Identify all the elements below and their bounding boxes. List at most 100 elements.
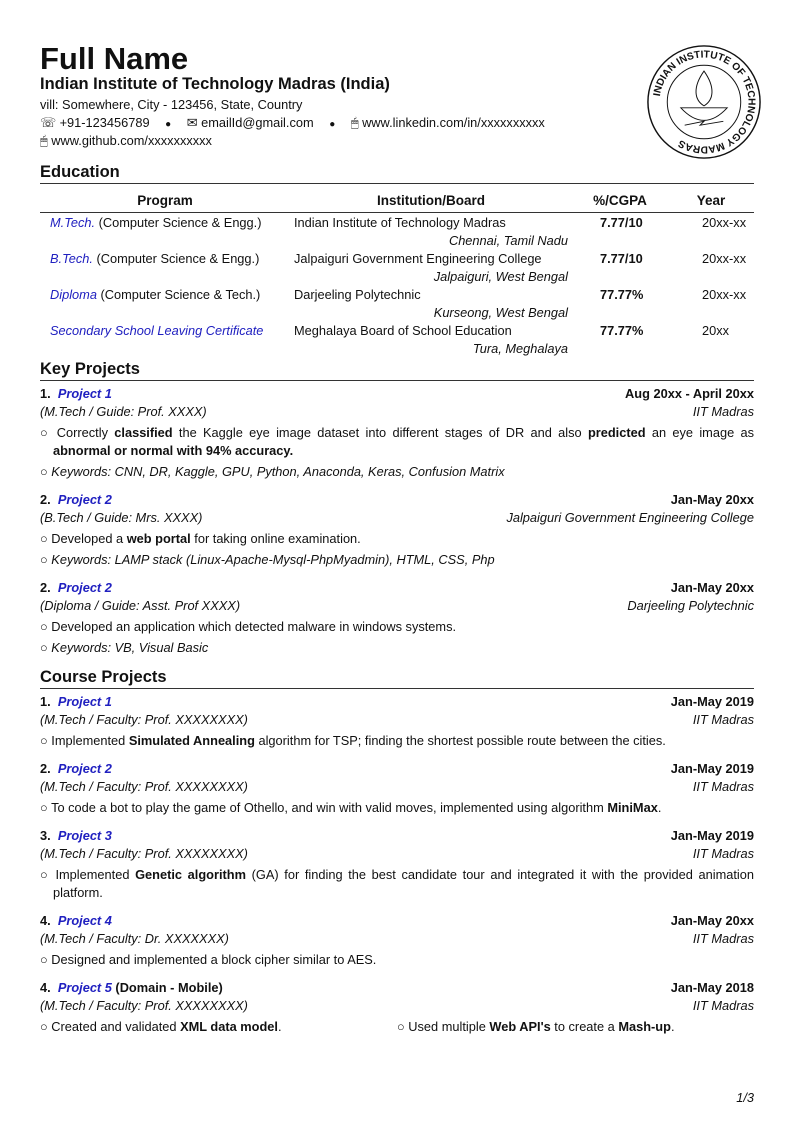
table-row-location: Tura, Meghalaya xyxy=(40,339,754,357)
program-cell: Diploma (Computer Science & Tech.) xyxy=(40,285,290,303)
bullet-text: Genetic algorithm xyxy=(135,867,246,882)
project-role: (M.Tech / Faculty: Prof. XXXXXXXX) xyxy=(40,846,248,861)
bullet-circle-icon: ○ xyxy=(40,952,52,967)
project-subheader: (M.Tech / Faculty: Prof. XXXXXXXX) IIT Ma… xyxy=(40,778,754,796)
bullet-item: ○ Used multiple Web API's to create a Ma… xyxy=(397,1018,754,1036)
address: vill: Somewhere, City - 123456, State, C… xyxy=(40,97,303,112)
resume-body: Education Program Institution/Board %/CG… xyxy=(40,162,754,1046)
project-title[interactable]: Project 4 xyxy=(57,913,112,928)
project-place: Darjeeling Polytechnic xyxy=(627,598,754,613)
cgpa: 77.77% xyxy=(600,287,644,302)
bullet-item: ○ Developed an application which detecte… xyxy=(40,618,754,636)
bullet-circle-icon: ○ xyxy=(40,640,52,655)
bullet-circle-icon: ○ xyxy=(40,619,52,634)
bullet-row: ○ Created and validated XML data model. ○… xyxy=(40,1015,754,1036)
project-title[interactable]: Project 1 xyxy=(57,694,112,709)
project-subheader: (Diploma / Guide: Asst. Prof XXXX) Darjee… xyxy=(40,597,754,615)
project-role: (B.Tech / Guide: Mrs. XXXX) xyxy=(40,510,203,525)
project-entry: 3. Project 3 Jan-May 2019 (M.Tech / Facult… xyxy=(40,827,754,902)
bullet-text: Simulated Annealing xyxy=(128,733,255,748)
bullet-circle-icon: ○ xyxy=(40,464,52,479)
project-title[interactable]: Project 2 xyxy=(57,580,112,595)
bullet-text: XML data model xyxy=(180,1019,278,1034)
bullet-text: Developed an application which detected … xyxy=(51,619,457,634)
bullet-text: the Kaggle eye image dataset into differ… xyxy=(172,425,588,440)
linkedin-link[interactable]: www.linkedin.com/in/xxxxxxxxxx xyxy=(362,115,545,130)
location: Tura, Meghalaya xyxy=(472,341,568,356)
bullet-circle-icon: ○ xyxy=(40,800,52,815)
bullet-text: Implemented xyxy=(51,733,129,748)
project-title-line: 2. Project 2 xyxy=(40,491,112,509)
project-title-line: 1. Project 1 xyxy=(40,385,112,403)
bullet-text: Developed a xyxy=(51,531,127,546)
col-institution: Institution/Board xyxy=(290,188,572,213)
cgpa: 77.77% xyxy=(600,323,644,338)
bullet-text: to create a xyxy=(550,1019,619,1034)
bullet-text: Designed and implemented a block cipher … xyxy=(51,952,377,967)
empty xyxy=(40,231,290,249)
bullet-text: Mash-up xyxy=(618,1019,671,1034)
bullet-circle-icon: ○ xyxy=(40,531,52,546)
bullet-text: web portal xyxy=(126,531,191,546)
project-role: (M.Tech / Faculty: Prof. XXXXXXXX) xyxy=(40,712,248,727)
program-detail: (Computer Science & Engg.) xyxy=(95,215,262,230)
bullet-text: Keywords: LAMP stack (Linux-Apache-Mysql… xyxy=(51,552,495,567)
email-link[interactable]: emailId@gmail.com xyxy=(201,115,314,130)
bullet-text: . xyxy=(657,800,662,815)
institute-name: Indian Institute of Technology Madras (I… xyxy=(40,75,390,93)
col-cgpa: %/CGPA xyxy=(572,188,668,213)
bullet-text: Web API's xyxy=(489,1019,551,1034)
project-number: 3. xyxy=(40,828,51,843)
program-name: M.Tech. xyxy=(50,215,96,230)
bullet-item: ○ Implemented Genetic algorithm (GA) for… xyxy=(40,866,754,902)
bullet-text: Created and validated xyxy=(51,1019,181,1034)
project-place: IIT Madras xyxy=(692,404,754,419)
empty xyxy=(572,231,668,249)
project-title-line: 1. Project 1 xyxy=(40,693,112,711)
project-title[interactable]: Project 5 xyxy=(57,980,112,995)
bullet-separator: ● xyxy=(165,119,172,130)
bullet-text: . xyxy=(670,1019,675,1034)
location: Kurseong, West Bengal xyxy=(433,305,568,320)
empty xyxy=(668,231,754,249)
year: 20xx xyxy=(702,323,730,338)
project-title[interactable]: Project 2 xyxy=(57,761,112,776)
cgpa: 7.77/10 xyxy=(600,251,643,266)
project-title[interactable]: Project 3 xyxy=(57,828,112,843)
empty xyxy=(572,339,668,357)
program-name: Diploma xyxy=(50,287,97,302)
institution: Jalpaiguri Government Engineering Colleg… xyxy=(294,251,542,266)
program-cell: M.Tech. (Computer Science & Engg.) xyxy=(40,213,290,232)
bullet-text: Implemented xyxy=(55,867,136,882)
project-entry: 2. Project 2 Jan-May 20xx (B.Tech / Guide:… xyxy=(40,491,754,569)
project-entry: 4. Project 5 (Domain - Mobile) Jan-May 20… xyxy=(40,979,754,1036)
program-detail: (Computer Science & Engg.) xyxy=(92,251,260,266)
project-entry: 1. Project 1 Jan-May 2019 (M.Tech / Facult… xyxy=(40,693,754,750)
project-header: 4. Project 5 (Domain - Mobile) Jan-May 20… xyxy=(40,979,754,997)
project-title-line: 3. Project 3 xyxy=(40,827,112,845)
project-number: 2. xyxy=(40,580,51,595)
institute-logo: INDIAN INSTITUTE OF TECHNOLOGY MADRAS xyxy=(647,45,761,159)
table-row: Diploma (Computer Science & Tech.) Darjee… xyxy=(40,285,754,303)
project-title[interactable]: Project 1 xyxy=(57,386,112,401)
table-row: B.Tech. (Computer Science & Engg.) Jalpai… xyxy=(40,249,754,267)
github-link[interactable]: www.github.com/xxxxxxxxxx xyxy=(51,133,212,148)
year: 20xx-xx xyxy=(702,287,747,302)
program-name: B.Tech. xyxy=(50,251,93,266)
bullet-text: (GA) for finding the best candidate tour… xyxy=(53,867,754,900)
table-row-location: Kurseong, West Bengal xyxy=(40,303,754,321)
program-name: Secondary School Leaving Certificate xyxy=(50,323,264,338)
project-title[interactable]: Project 2 xyxy=(57,492,112,507)
bullet-text: classified xyxy=(114,425,173,440)
bullet-text: Correctly xyxy=(56,425,115,440)
bullet-text: abnormal or normal with 94% accuracy. xyxy=(53,443,294,458)
empty xyxy=(40,267,290,285)
project-role: (M.Tech / Faculty: Dr. XXXXXXX) xyxy=(40,931,229,946)
project-number: 4. xyxy=(40,913,51,928)
table-row: M.Tech. (Computer Science & Engg.) Indian… xyxy=(40,213,754,232)
bullet-circle-icon: ○ xyxy=(40,425,57,440)
project-entry: 1. Project 1 Aug 20xx - April 20xx (M.Tech… xyxy=(40,385,754,481)
bullet-circle-icon: ○ xyxy=(40,733,52,748)
project-place: Jalpaiguri Government Engineering Colleg… xyxy=(506,510,754,525)
linkedin-icon: 🖱 xyxy=(350,115,359,130)
